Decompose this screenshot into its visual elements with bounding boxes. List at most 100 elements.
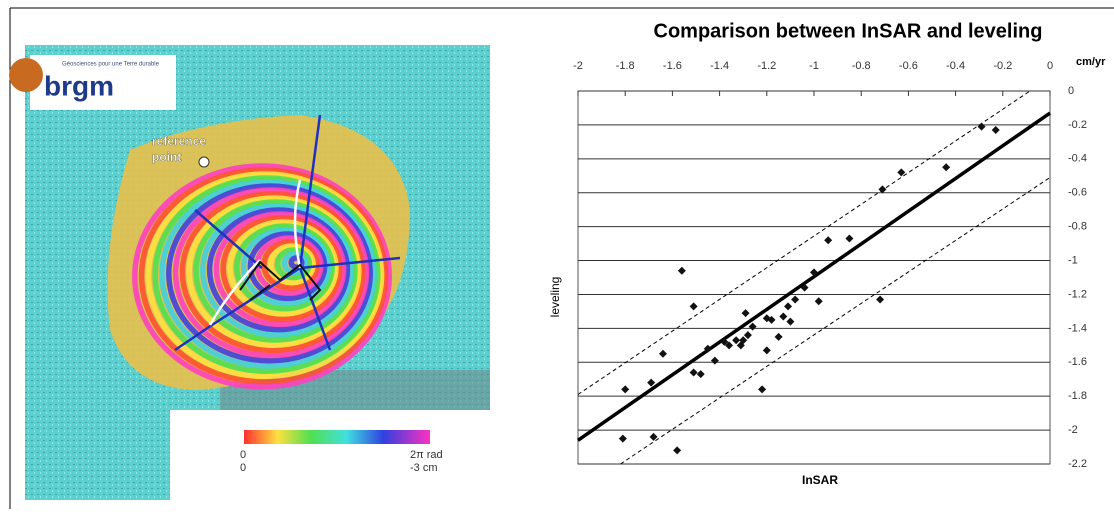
logo-name: brgm [44, 70, 114, 101]
data-point [824, 236, 833, 245]
data-point [621, 385, 630, 394]
data-point [767, 315, 776, 324]
reference-label: reference point [152, 134, 206, 164]
data-point [786, 317, 795, 326]
y-tick-label: 0 [1068, 85, 1074, 97]
data-point [845, 234, 854, 243]
y-tick-label: -2.2 [1068, 458, 1087, 470]
data-point [696, 370, 705, 379]
x-tick-label: 0 [1047, 60, 1053, 72]
fringe [213, 211, 347, 328]
data-point [878, 185, 887, 194]
data-point [743, 331, 752, 340]
fringe [152, 175, 381, 374]
data-point [758, 385, 767, 394]
data-point [977, 122, 986, 131]
data-point [732, 336, 741, 345]
fringe [206, 207, 351, 333]
fringe [220, 215, 343, 322]
logo-box [30, 55, 176, 110]
y-tick-label: -1.2 [1068, 288, 1087, 300]
y-tick-label: -0.6 [1068, 187, 1087, 199]
x-axis-label: InSAR [802, 473, 838, 487]
chart: Comparison between InSAR and leveling cm… [548, 20, 1106, 487]
data-point [647, 378, 656, 387]
x-tick-label: -0.6 [899, 60, 918, 72]
fringe [240, 227, 332, 307]
fringe [166, 183, 373, 364]
y-tick-label: -1.4 [1068, 322, 1087, 334]
data-point [710, 356, 719, 365]
data-point [942, 163, 951, 172]
x-tick-label: -2 [573, 60, 583, 72]
data-point [991, 125, 1000, 134]
fringe [268, 243, 316, 286]
y-tick-label: -1.6 [1068, 356, 1087, 368]
fringe-rings [132, 163, 392, 390]
data-point [810, 268, 818, 277]
data-point [618, 434, 627, 443]
data-point [649, 432, 658, 441]
data-point [703, 344, 712, 353]
fringe [234, 223, 335, 312]
data-point [897, 168, 906, 177]
solid-line [577, 111, 1051, 442]
profile-lines [174, 114, 401, 352]
data-point [814, 297, 823, 306]
x-tick-label: -1 [809, 60, 819, 72]
data-point [658, 349, 667, 358]
data-point [720, 337, 729, 346]
x-tick-label: -1.2 [757, 60, 776, 72]
x-unit: cm/yr [1076, 56, 1106, 68]
data-point [725, 341, 734, 350]
colorbar-phase-max: 2π rad [410, 449, 443, 461]
colorbar [244, 430, 430, 444]
y-tick-label: -1.8 [1068, 390, 1087, 402]
white-lines [208, 179, 302, 326]
x-tick-label: -1.4 [710, 60, 729, 72]
y-axis-label: leveling [548, 277, 562, 318]
x-tick-label: -1.6 [663, 60, 682, 72]
faults [239, 260, 322, 301]
interferogram: reference point 0 2π rad 0 -3 cm Géoscien… [9, 45, 490, 500]
y-tick-label: -0.4 [1068, 153, 1087, 165]
y-tick-label: -0.2 [1068, 119, 1087, 131]
fringe [132, 163, 392, 390]
legend-box [170, 410, 490, 500]
colorbar-disp-min: 0 [240, 462, 246, 474]
dashed-line [620, 177, 1051, 465]
fringe [274, 247, 313, 281]
data-point [739, 336, 748, 345]
data-point [673, 446, 682, 455]
fringe [186, 195, 362, 348]
fringe [172, 187, 370, 359]
data-point [677, 266, 686, 275]
x-tick-label: -0.8 [852, 60, 871, 72]
x-tick-label: -0.4 [946, 60, 965, 72]
colorbar-disp-max: -3 cm [410, 462, 438, 474]
fringe [200, 203, 354, 338]
fringe [193, 199, 358, 343]
y-tick-label: -2 [1068, 424, 1078, 436]
fringe [227, 219, 339, 317]
chart-title: Comparison between InSAR and leveling [654, 20, 1043, 42]
fringe [179, 191, 366, 354]
fringe [138, 167, 389, 385]
data-point [791, 295, 800, 304]
x-tick-label: -0.2 [993, 60, 1012, 72]
fringe [145, 171, 385, 380]
fringe [159, 179, 377, 369]
y-tick-label: -0.8 [1068, 221, 1087, 233]
x-tick-label: -1.8 [616, 60, 635, 72]
colorbar-phase-min: 0 [240, 449, 246, 461]
logo-icon [9, 58, 43, 92]
y-tick-label: -1 [1068, 254, 1078, 266]
data-point [779, 312, 788, 321]
data-point [800, 283, 809, 292]
data-point [689, 368, 698, 377]
data-point [876, 295, 885, 304]
data-point [748, 322, 757, 331]
data-point [689, 302, 698, 311]
data-point [762, 346, 771, 355]
